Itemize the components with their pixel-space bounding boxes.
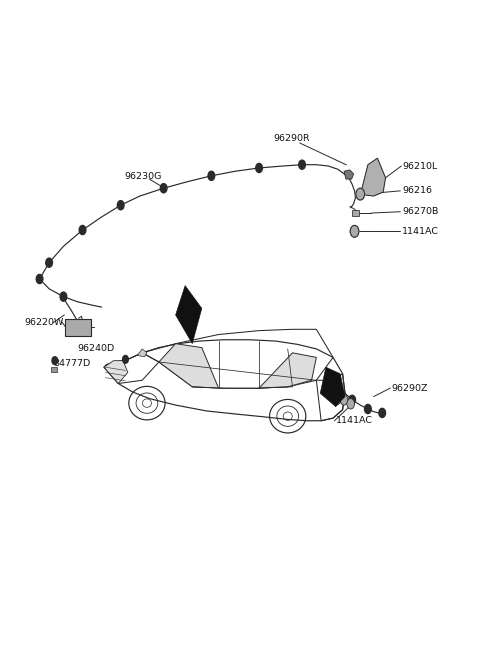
- FancyBboxPatch shape: [65, 319, 91, 336]
- Polygon shape: [176, 285, 202, 344]
- Polygon shape: [259, 353, 316, 388]
- Circle shape: [347, 399, 355, 409]
- Polygon shape: [344, 170, 354, 179]
- Circle shape: [350, 226, 359, 237]
- Polygon shape: [104, 361, 128, 384]
- Circle shape: [356, 188, 364, 200]
- Circle shape: [299, 160, 305, 169]
- Circle shape: [349, 396, 356, 405]
- Text: 96220W: 96220W: [24, 318, 64, 327]
- Text: 84777D: 84777D: [53, 359, 90, 369]
- Text: 96270B: 96270B: [402, 207, 439, 216]
- Polygon shape: [51, 367, 57, 373]
- Text: 1141AC: 1141AC: [402, 227, 439, 236]
- FancyBboxPatch shape: [352, 210, 360, 216]
- Polygon shape: [137, 349, 147, 357]
- Circle shape: [52, 357, 58, 365]
- Polygon shape: [320, 367, 345, 406]
- Text: 96210L: 96210L: [402, 161, 437, 171]
- Text: 96240D: 96240D: [78, 344, 115, 354]
- Circle shape: [60, 292, 67, 301]
- Circle shape: [46, 258, 52, 267]
- Circle shape: [356, 188, 364, 200]
- Text: 96290Z: 96290Z: [392, 384, 428, 392]
- Circle shape: [79, 226, 86, 235]
- Text: 96216: 96216: [402, 186, 432, 195]
- Text: 96230G: 96230G: [124, 172, 162, 181]
- Circle shape: [36, 274, 43, 283]
- Polygon shape: [362, 158, 385, 196]
- Polygon shape: [159, 344, 218, 388]
- Circle shape: [256, 163, 263, 173]
- Text: 96290R: 96290R: [274, 134, 310, 143]
- Circle shape: [122, 356, 128, 363]
- Circle shape: [117, 201, 124, 210]
- Circle shape: [364, 405, 371, 413]
- Circle shape: [350, 226, 359, 237]
- Circle shape: [340, 395, 348, 405]
- Circle shape: [208, 171, 215, 180]
- Text: 1141AC: 1141AC: [336, 417, 372, 425]
- Circle shape: [160, 184, 167, 193]
- Circle shape: [379, 408, 385, 417]
